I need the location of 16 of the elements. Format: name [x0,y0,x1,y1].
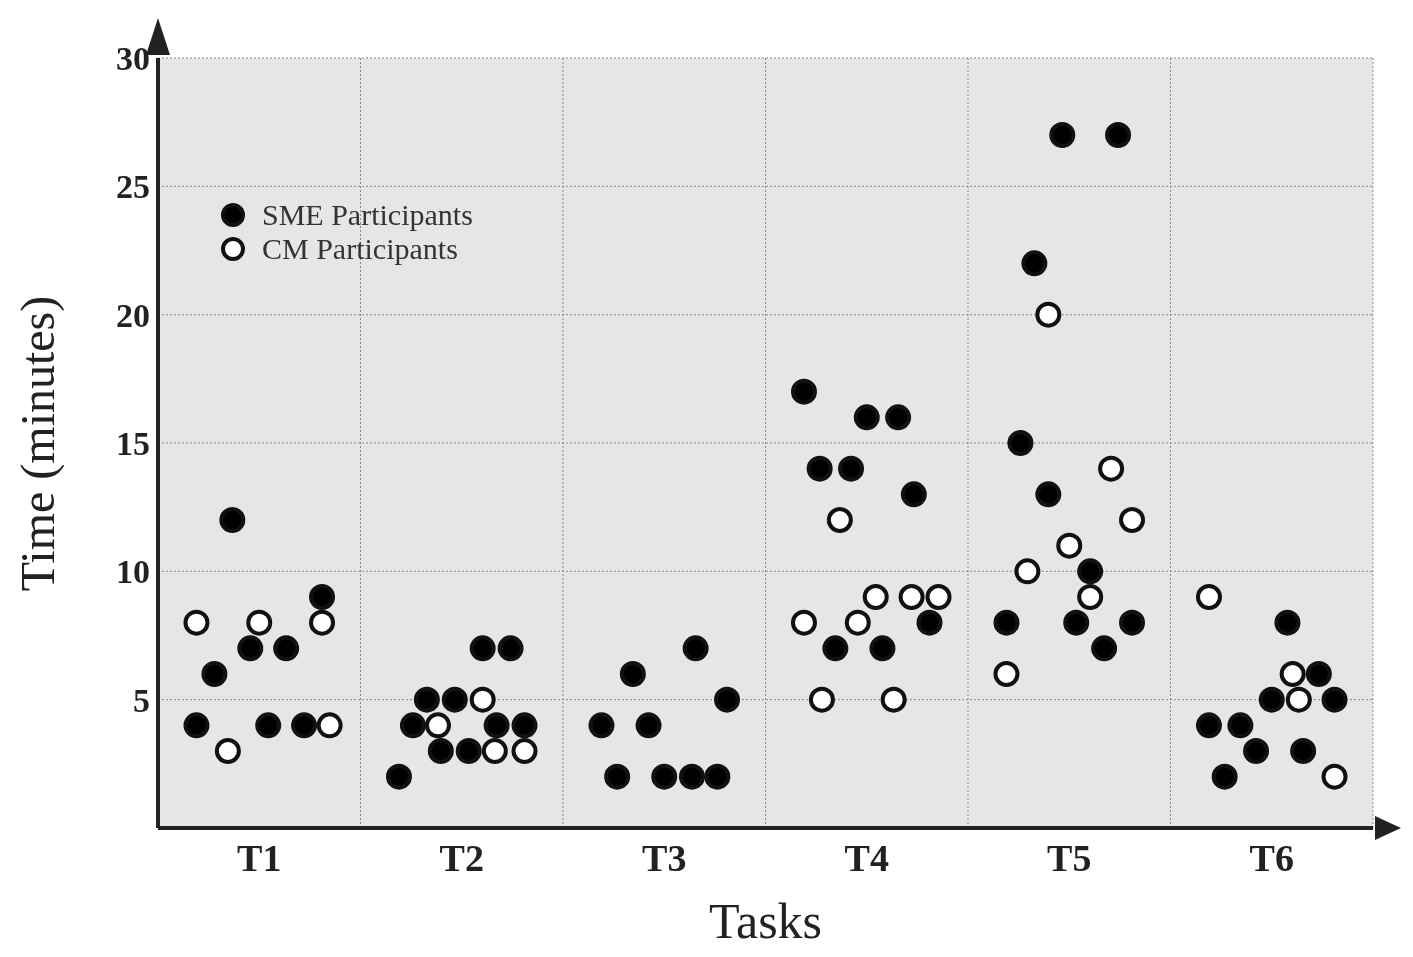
x-axis-title: Tasks [708,893,823,949]
legend-label: CM Participants [262,232,458,266]
y-tick-label: 25 [116,168,150,206]
x-tick-label: T3 [642,836,687,879]
y-tick-label: 10 [116,553,150,591]
x-tick-label: T1 [237,836,282,879]
y-tick-label: 20 [116,296,150,334]
x-tick-label: T4 [844,836,889,879]
y-tick-label: 30 [116,40,150,78]
x-tick-label: T6 [1249,836,1294,879]
y-axis-title: Time (minutes) [10,295,66,591]
x-tick-label: T2 [439,836,484,879]
legend-label: SME Participants [262,198,473,232]
y-tick-label: 15 [116,425,150,463]
y-tick-label: 5 [133,681,150,719]
x-tick-label: T5 [1047,836,1092,879]
